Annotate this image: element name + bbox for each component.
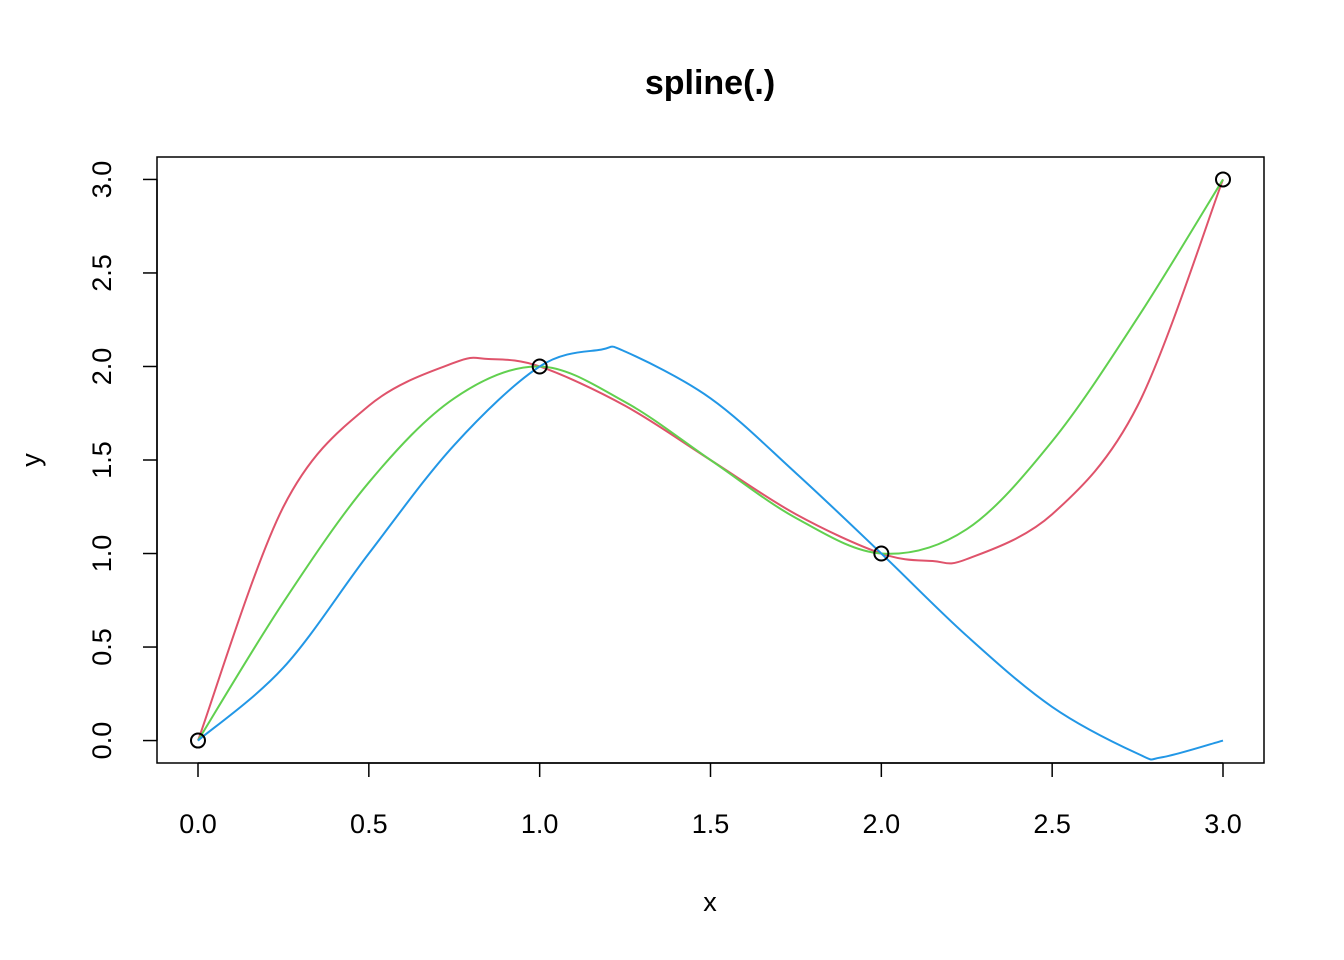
x-tick-label: 1.0 xyxy=(521,809,559,839)
x-tick-label: 3.0 xyxy=(1204,809,1242,839)
points-group xyxy=(190,171,1231,749)
x-tick-label: 0.5 xyxy=(350,809,388,839)
data-point xyxy=(190,732,206,749)
x-tick-label: 1.5 xyxy=(692,809,730,839)
chart-title: spline(.) xyxy=(645,64,775,102)
data-point xyxy=(531,358,548,375)
y-tick-label: 3.0 xyxy=(87,161,117,199)
x-tick-label: 2.5 xyxy=(1033,809,1071,839)
data-point xyxy=(873,545,890,562)
series-line-3 xyxy=(197,345,1224,761)
x-tick-label: 2.0 xyxy=(863,809,901,839)
data-point xyxy=(1215,171,1231,188)
y-tick-label: 1.5 xyxy=(87,441,117,479)
y-axis-label: y xyxy=(16,453,46,467)
y-tick-label: 0.0 xyxy=(87,722,117,760)
y-axis: 0.0 0.5 1.0 1.5 2.0 2.5 3.0 xyxy=(87,161,158,760)
x-axis: 0.0 0.5 1.0 1.5 2.0 2.5 3.0 xyxy=(179,762,1242,839)
x-tick-label: 0.0 xyxy=(179,809,217,839)
x-axis-label: x xyxy=(703,887,717,917)
series-line-2 xyxy=(197,178,1224,742)
y-tick-label: 2.0 xyxy=(87,348,117,386)
y-tick-label: 0.5 xyxy=(87,628,117,666)
y-tick-label: 2.5 xyxy=(87,254,117,292)
series-group xyxy=(197,178,1224,761)
y-tick-label: 1.0 xyxy=(87,535,117,573)
